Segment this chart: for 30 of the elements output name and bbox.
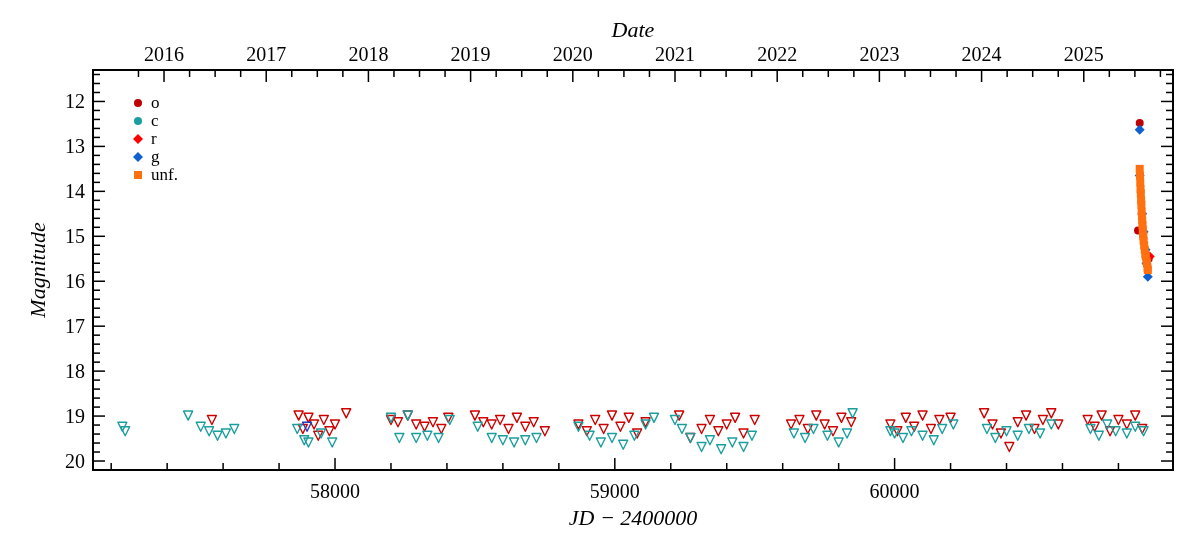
y-tick-label: 12 (65, 90, 85, 113)
legend-label: r (151, 129, 157, 148)
x2-tick-label: 2016 (144, 43, 185, 65)
legend-label: o (151, 93, 160, 112)
x2-tick-label: 2021 (655, 43, 695, 65)
x2-tick-label: 2025 (1063, 43, 1104, 65)
x-tick-label: 59000 (589, 480, 640, 502)
y-tick-label: 20 (65, 450, 85, 473)
y-tick-label: 19 (65, 405, 85, 428)
y-tick-label: 13 (65, 135, 85, 158)
y-tick-label: 14 (65, 180, 85, 203)
x-axis-title: JD − 2400000 (568, 505, 698, 530)
legend-label: c (151, 111, 159, 130)
x-tick-label: 58000 (310, 480, 361, 502)
legend-label: g (151, 147, 160, 166)
x2-tick-label: 2017 (246, 43, 287, 65)
y-tick-label: 18 (65, 360, 85, 383)
y-tick-label: 15 (65, 225, 85, 248)
y-tick-label: 16 (65, 270, 85, 293)
x2-tick-label: 2023 (859, 43, 900, 65)
y-tick-label: 17 (65, 315, 85, 338)
x2-tick-label: 2022 (757, 43, 798, 65)
x2-tick-label: 2018 (348, 43, 389, 65)
y-axis-title: Magnitude (25, 222, 50, 319)
x2-tick-label: 2019 (450, 43, 491, 65)
x2-axis-title: Date (610, 17, 655, 42)
x-tick-label: 60000 (869, 480, 920, 502)
x2-tick-label: 2024 (961, 43, 1002, 65)
legend-label: unf. (151, 165, 178, 184)
x2-tick-label: 2020 (552, 43, 593, 65)
